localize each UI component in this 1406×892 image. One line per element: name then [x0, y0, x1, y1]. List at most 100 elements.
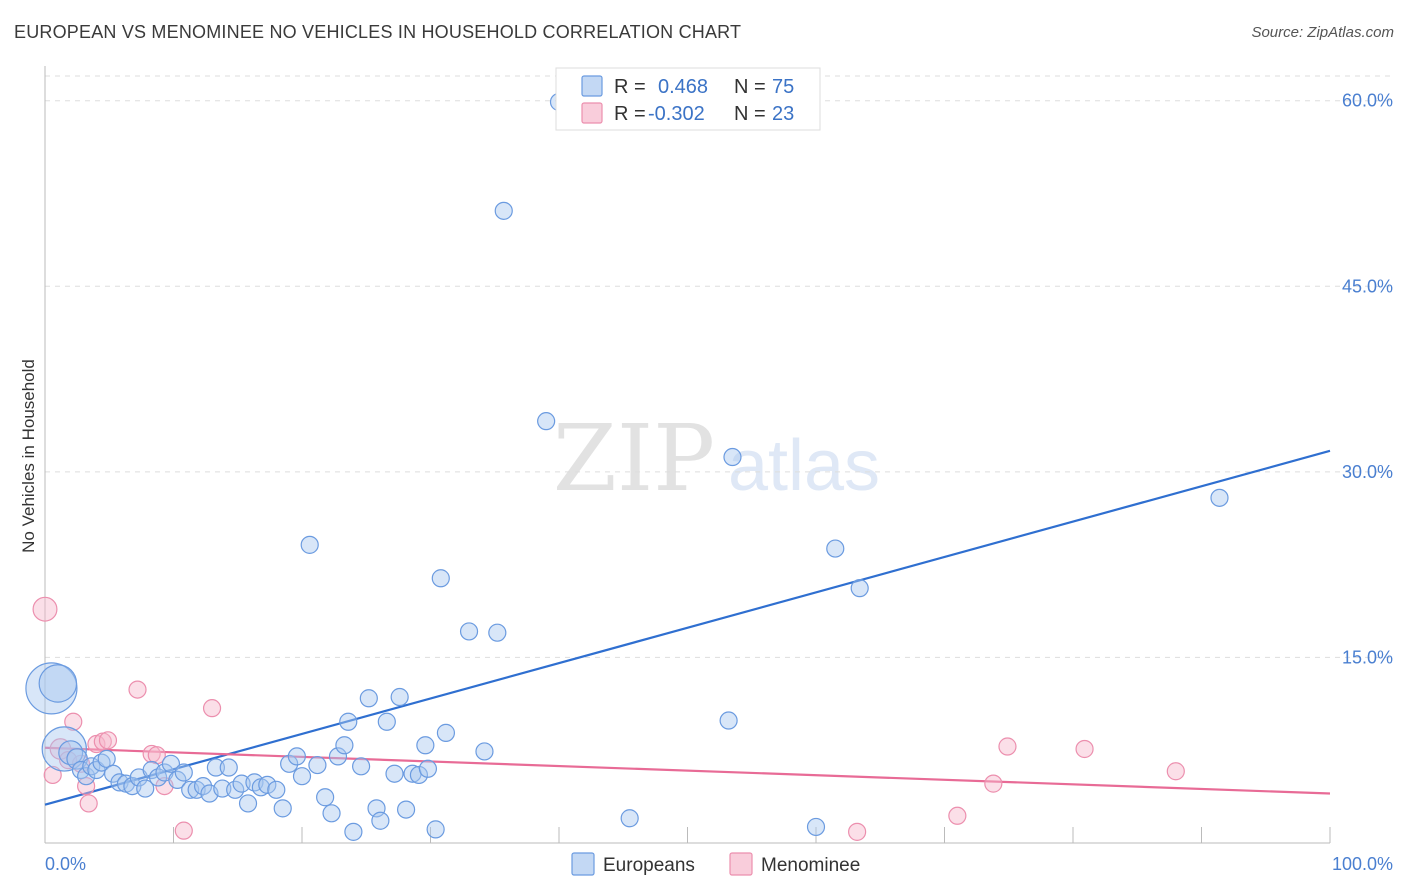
- europeans-point: [371, 811, 390, 830]
- stats-legend-n-label-menominee: N =: [734, 103, 766, 125]
- europeans-point: [238, 794, 258, 813]
- menominee-point: [79, 794, 98, 813]
- europeans-point: [620, 809, 639, 828]
- europeans-point: [232, 774, 251, 793]
- menominee-point: [848, 822, 867, 841]
- europeans-point: [494, 201, 513, 220]
- europeans-point: [267, 780, 286, 799]
- y-tick-label: 30.0%: [1342, 462, 1393, 482]
- stats-legend-swatch-europeans: [581, 75, 603, 97]
- europeans-point: [723, 447, 742, 467]
- europeans-point: [1210, 488, 1229, 507]
- stats-legend: R = 0.468 N = 75 R = -0.302 N = 23: [555, 67, 821, 131]
- menominee-trend-line: [44, 746, 1331, 795]
- europeans-point: [58, 740, 84, 766]
- europeans-point: [359, 689, 378, 708]
- menominee-point: [64, 712, 83, 731]
- europeans-point: [352, 757, 371, 776]
- europeans-point: [38, 664, 78, 703]
- europeans-point: [488, 623, 507, 642]
- y-tick-label: 15.0%: [1342, 647, 1393, 667]
- y-tick-label: 60.0%: [1342, 91, 1393, 111]
- stats-legend-n-value-menominee: 23: [772, 103, 794, 125]
- menominee-point: [43, 765, 62, 785]
- menominee-points: [32, 596, 1185, 841]
- europeans-point: [219, 758, 238, 777]
- europeans-point: [41, 726, 87, 772]
- europeans-point: [416, 736, 435, 755]
- europeans-point: [431, 569, 450, 588]
- legend-label-menominee: Menominee: [761, 855, 860, 876]
- europeans-point: [174, 763, 193, 782]
- x-tick-label: 0.0%: [45, 854, 86, 874]
- europeans-point: [377, 712, 396, 731]
- europeans-point: [409, 765, 429, 785]
- menominee-point: [98, 731, 118, 750]
- europeans-point: [161, 754, 181, 773]
- watermark-atlas: atlas: [728, 426, 880, 506]
- europeans-point: [396, 800, 416, 819]
- europeans-point: [850, 579, 869, 598]
- menominee-point: [1075, 739, 1094, 759]
- trend-lines: [44, 449, 1331, 806]
- europeans-point: [193, 776, 213, 796]
- europeans-point: [213, 779, 232, 798]
- europeans-point: [719, 711, 738, 730]
- europeans-point: [300, 535, 319, 554]
- europeans-point: [826, 539, 845, 558]
- stats-legend-swatch-menominee: [581, 102, 603, 124]
- europeans-point: [322, 804, 341, 823]
- europeans-point: [459, 622, 479, 641]
- europeans-point: [344, 822, 363, 841]
- europeans-point: [308, 755, 327, 775]
- europeans-point: [390, 687, 409, 707]
- europeans-point: [385, 764, 404, 783]
- europeans-point: [77, 767, 96, 786]
- europeans-point: [206, 758, 226, 777]
- europeans-point: [287, 747, 306, 766]
- legend-label-europeans: Europeans: [603, 855, 695, 876]
- menominee-point: [948, 806, 967, 825]
- menominee-point: [32, 596, 58, 622]
- menominee-point: [1166, 762, 1185, 781]
- europeans-trend-line: [44, 449, 1331, 806]
- europeans-point: [436, 723, 456, 742]
- watermark: ZIP atlas: [553, 405, 880, 512]
- menominee-point: [984, 774, 1003, 793]
- stats-legend-n-label-europeans: N =: [734, 76, 766, 98]
- europeans-point: [328, 747, 348, 766]
- legend-swatch-menominee: [729, 852, 753, 876]
- stats-legend-n-value-europeans: 75: [772, 76, 794, 98]
- stats-legend-r-label-menominee: R =: [614, 103, 646, 125]
- x-tick-label: 100.0%: [1332, 854, 1393, 874]
- menominee-point: [77, 776, 96, 796]
- europeans-point: [136, 779, 155, 798]
- y-tick-labels: 15.0% 30.0% 45.0% 60.0%: [1342, 91, 1393, 668]
- stats-legend-r-value-menominee: -0.302: [648, 103, 705, 125]
- europeans-point: [537, 412, 556, 431]
- series-legend: Europeans Menominee: [571, 852, 860, 876]
- europeans-point: [418, 759, 438, 778]
- y-axis-label: No Vehicles in Household: [19, 359, 38, 553]
- stats-legend-r-value-europeans: 0.468: [658, 76, 708, 98]
- europeans-point: [280, 754, 299, 773]
- europeans-point: [316, 788, 335, 807]
- chart-title: EUROPEAN VS MENOMINEE NO VEHICLES IN HOU…: [14, 22, 742, 42]
- europeans-point: [258, 775, 277, 794]
- europeans-point: [273, 799, 292, 818]
- europeans-point: [339, 712, 358, 731]
- menominee-point: [174, 821, 193, 840]
- menominee-point: [128, 680, 147, 699]
- x-tick-labels: 0.0% 100.0%: [45, 854, 1393, 874]
- europeans-point: [335, 736, 354, 755]
- europeans-point: [168, 770, 187, 790]
- europeans-point: [475, 742, 494, 761]
- source-credit: Source: ZipAtlas.com: [1251, 24, 1394, 41]
- watermark-zip: ZIP: [553, 405, 715, 512]
- europeans-point: [426, 820, 445, 839]
- europeans-points: [25, 92, 1229, 841]
- menominee-point: [202, 699, 222, 718]
- stats-legend-r-label-europeans: R =: [614, 76, 646, 98]
- europeans-point: [292, 767, 312, 786]
